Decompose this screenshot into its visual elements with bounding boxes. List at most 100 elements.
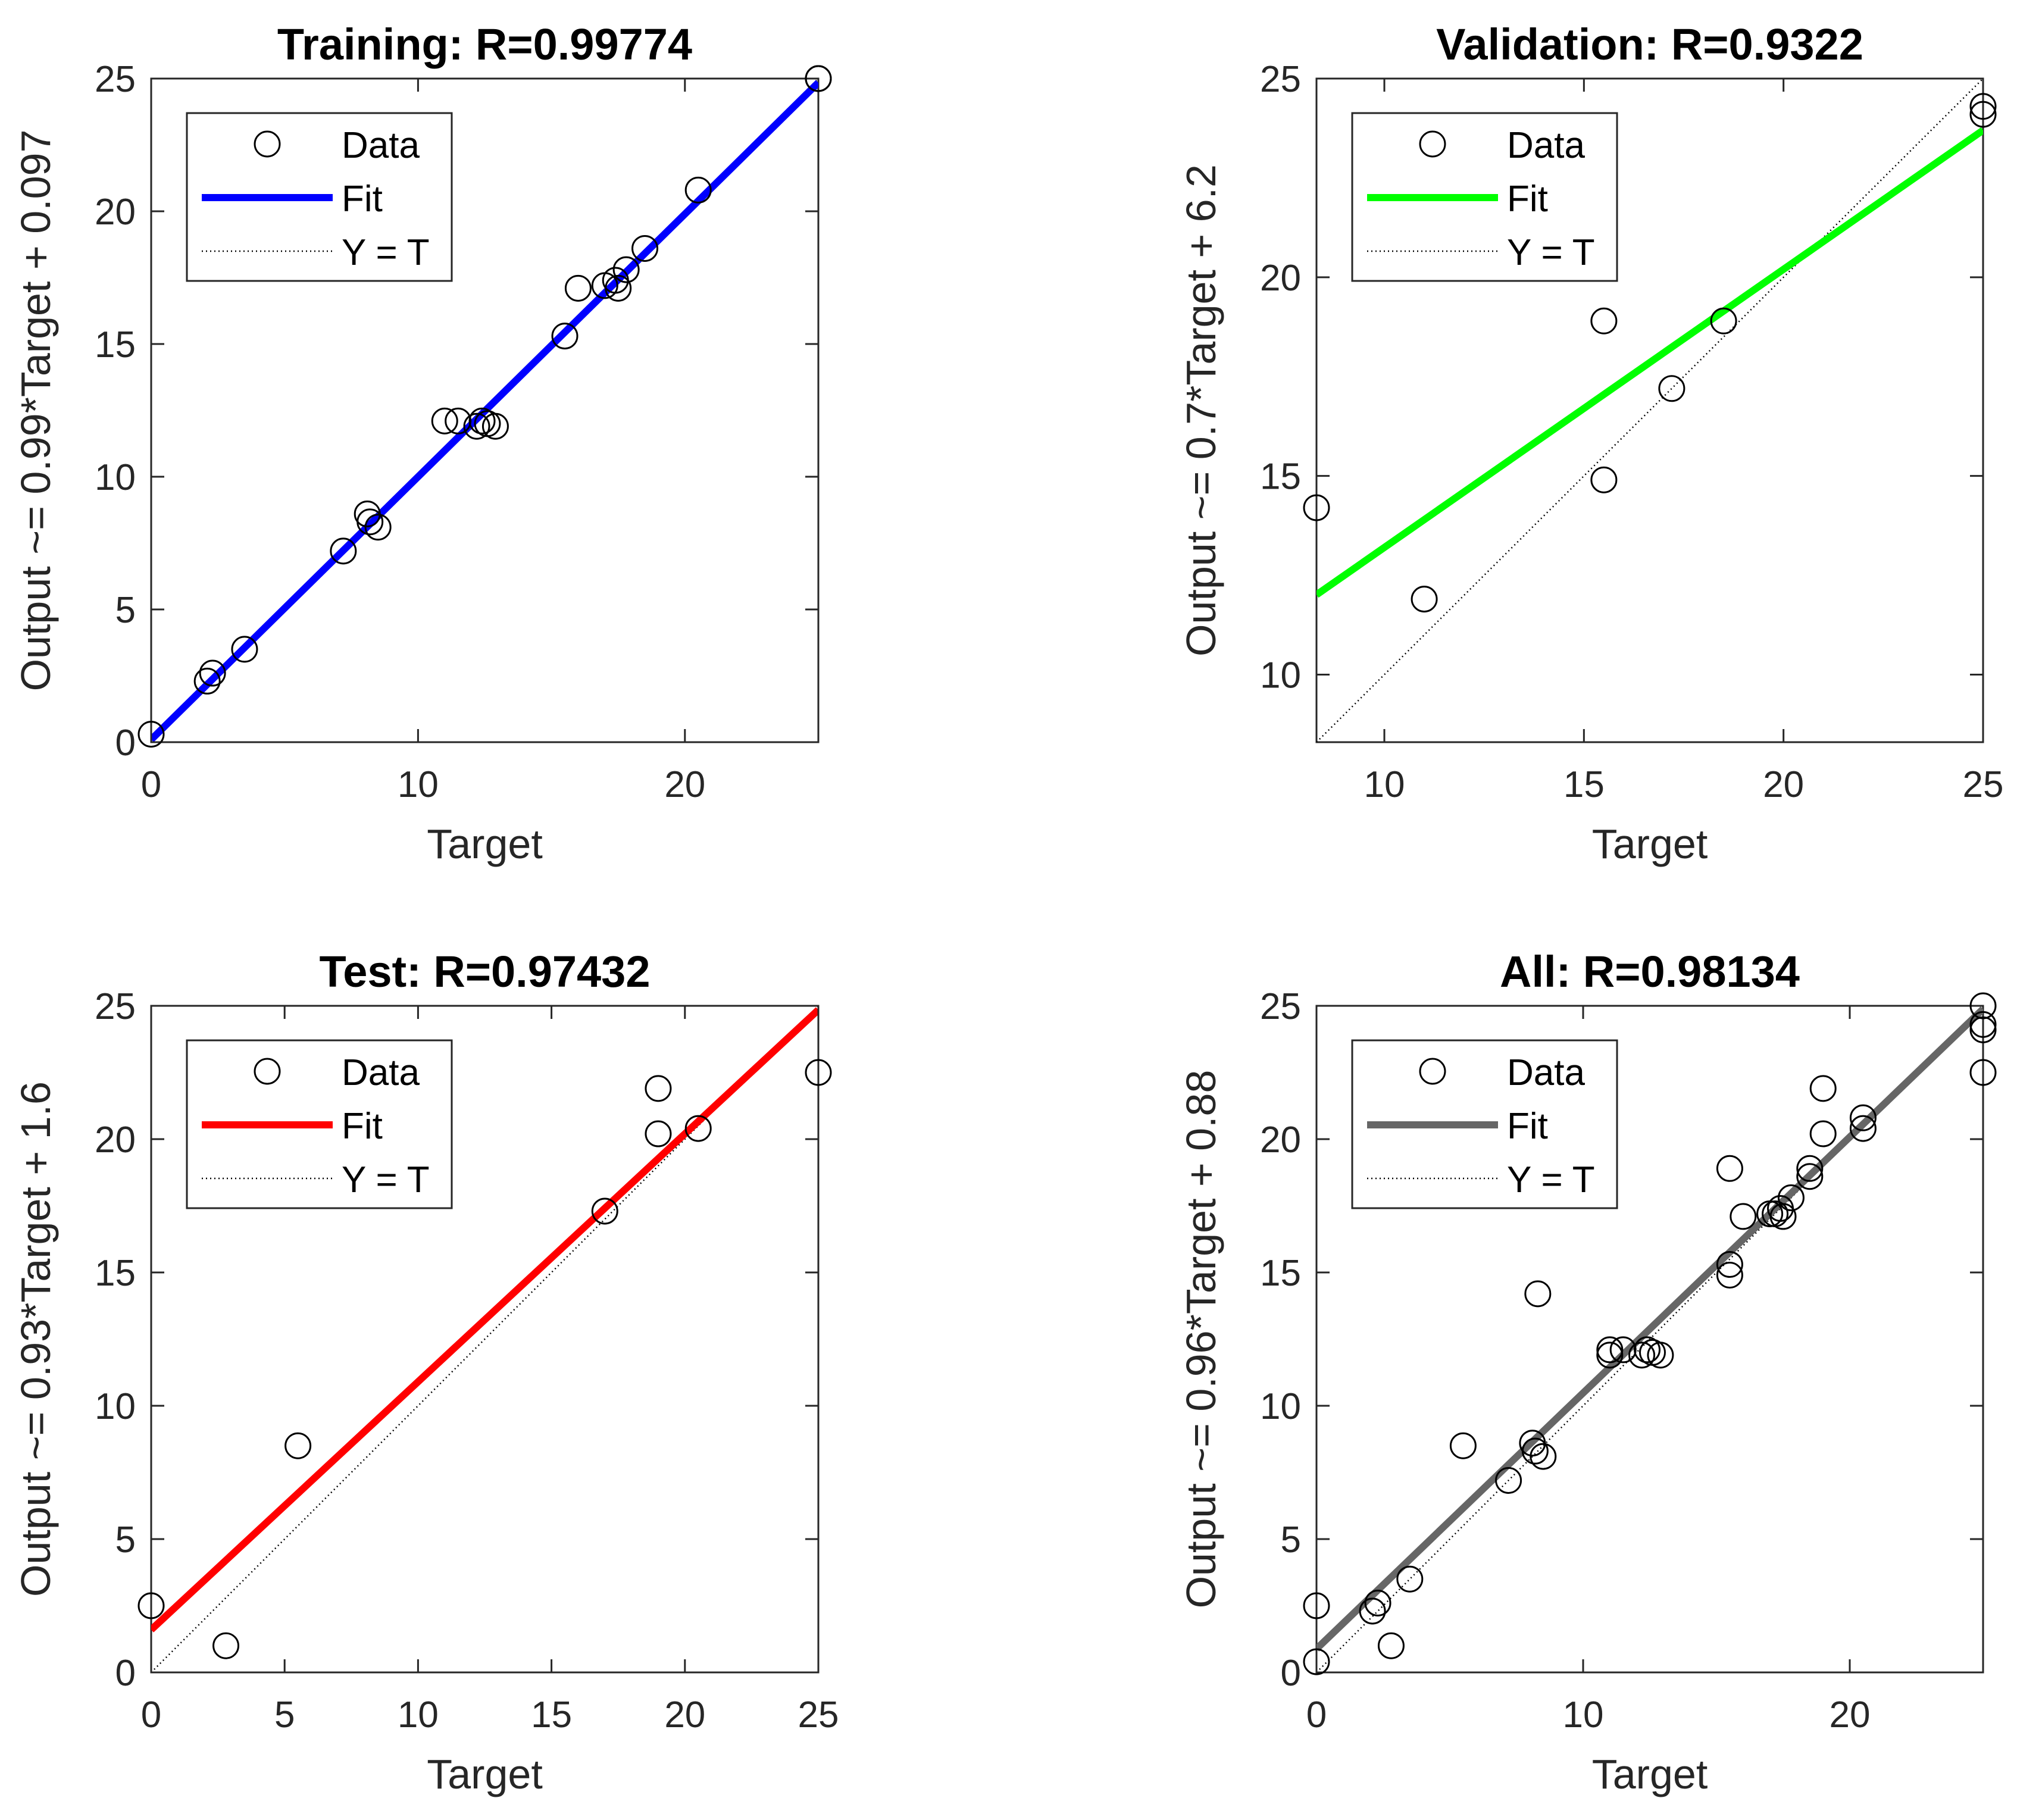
data-point xyxy=(645,1120,672,1147)
y-tick-label: 5 xyxy=(115,1519,136,1561)
x-tick-label: 20 xyxy=(1763,764,1804,805)
data-point xyxy=(199,659,226,687)
data-point xyxy=(481,412,509,440)
data-point xyxy=(431,407,458,434)
data-point xyxy=(805,65,832,92)
data-point xyxy=(1658,375,1685,402)
x-tick-label: 5 xyxy=(274,1694,295,1735)
y-tick-label: 20 xyxy=(95,1119,136,1161)
data-point xyxy=(1411,586,1438,613)
y-tick-label: 15 xyxy=(95,1253,136,1294)
x-axis-label: Target xyxy=(427,821,543,867)
y-tick-label: 25 xyxy=(1260,986,1301,1027)
data-point xyxy=(1647,1341,1674,1369)
data-point xyxy=(605,274,632,302)
y-tick-label: 15 xyxy=(1260,1253,1301,1294)
plot-area xyxy=(1316,1006,1983,1672)
data-point xyxy=(1809,1120,1837,1147)
legend-label-data: Data xyxy=(1507,1052,1585,1093)
plot-title: Training: R=0.99774 xyxy=(277,20,692,69)
data-point xyxy=(137,721,165,748)
legend: Data Fit Y = T xyxy=(1351,1039,1618,1209)
legend-marker-data xyxy=(1419,130,1446,158)
data-point xyxy=(1769,1203,1797,1230)
y-tick-label: 25 xyxy=(95,59,136,100)
y-tick-label: 15 xyxy=(95,324,136,365)
legend-marker-data xyxy=(254,130,281,158)
data-point xyxy=(193,667,221,695)
data-point xyxy=(612,256,640,283)
data-point xyxy=(1969,992,1997,1020)
data-point xyxy=(684,1115,712,1142)
data-point xyxy=(357,508,384,536)
data-point xyxy=(1969,1011,1997,1038)
data-point xyxy=(1730,1203,1757,1230)
x-tick-label: 20 xyxy=(664,1694,705,1735)
data-point xyxy=(1364,1590,1391,1617)
legend-label-fit: Fit xyxy=(342,1106,383,1147)
x-axis-label: Target xyxy=(1592,1751,1708,1797)
data-point xyxy=(805,1059,832,1086)
data-point xyxy=(1530,1443,1557,1470)
y-tick-label: 10 xyxy=(1260,1386,1301,1427)
y-tick-label: 10 xyxy=(95,457,136,498)
data-point xyxy=(137,1592,165,1619)
x-tick-label: 20 xyxy=(1830,1694,1871,1735)
y-tick-label: 10 xyxy=(1260,655,1301,696)
data-point xyxy=(1590,307,1618,334)
plot-title: Test: R=0.97432 xyxy=(319,947,650,996)
data-point xyxy=(1359,1597,1386,1625)
plot-title: All: R=0.98134 xyxy=(1500,947,1800,996)
data-point xyxy=(1590,466,1618,493)
data-point xyxy=(1495,1466,1522,1494)
fit-line xyxy=(1316,1006,1983,1652)
plot-all: 0 10 20 0 5 10 15 20 25 All: R=0.98134 Target Outpu… xyxy=(1178,947,1997,1797)
data-point xyxy=(1716,1251,1743,1278)
x-axis-label: Target xyxy=(1592,821,1708,867)
plot-training: 0 10 20 0 5 10 15 20 25 Training: R=0.99774 Target… xyxy=(12,20,832,867)
legend: Data Fit Y = T xyxy=(1351,112,1618,282)
data-point xyxy=(445,407,472,434)
legend-label-data: Data xyxy=(342,125,420,166)
data-point xyxy=(564,274,592,302)
y-tick-label: 20 xyxy=(1260,258,1301,299)
x-tick-label: 10 xyxy=(1563,1694,1604,1735)
data-point xyxy=(1596,1336,1624,1364)
data-point xyxy=(1969,101,1997,128)
plot-area xyxy=(151,1006,818,1672)
data-point xyxy=(1524,1280,1552,1308)
x-tick-label: 25 xyxy=(798,1694,839,1735)
plot-area xyxy=(1316,79,1983,742)
fit-line xyxy=(151,1007,818,1633)
data-point xyxy=(1777,1184,1805,1212)
data-point xyxy=(1809,1075,1837,1102)
y-axis-label: Output ~= 0.7*Target + 6.2 xyxy=(1178,164,1224,656)
y-tick-label: 20 xyxy=(1260,1119,1301,1161)
data-point xyxy=(684,176,712,204)
data-point xyxy=(364,514,392,541)
legend-marker-data xyxy=(254,1058,281,1085)
data-point xyxy=(1377,1632,1405,1659)
legend: Data Fit Y = T xyxy=(186,1039,453,1209)
data-point xyxy=(1303,1592,1330,1619)
legend-label-identity: Y = T xyxy=(342,232,430,273)
y-tick-label: 0 xyxy=(115,723,136,764)
data-point xyxy=(551,323,578,350)
y-tick-label: 25 xyxy=(95,986,136,1027)
plot-title: Validation: R=0.9322 xyxy=(1436,20,1863,69)
legend-marker-data xyxy=(1419,1058,1446,1085)
x-tick-label: 10 xyxy=(398,764,439,805)
identity-line xyxy=(1316,79,1983,742)
legend-label-data: Data xyxy=(342,1052,420,1093)
y-axis-label: Output ~= 0.96*Target + 0.88 xyxy=(1178,1070,1224,1609)
data-point xyxy=(1969,93,1997,120)
data-point xyxy=(1969,1059,1997,1086)
x-tick-label: 15 xyxy=(531,1694,572,1735)
plot-validation: 10 15 20 25 10 15 20 25 Validation: R=0.9322 Targ… xyxy=(1178,20,2003,867)
data-point xyxy=(1969,1016,1997,1043)
legend-label-identity: Y = T xyxy=(1507,232,1595,273)
data-point xyxy=(1303,494,1330,521)
data-point xyxy=(1634,1336,1661,1364)
x-tick-label: 0 xyxy=(1306,1694,1327,1735)
